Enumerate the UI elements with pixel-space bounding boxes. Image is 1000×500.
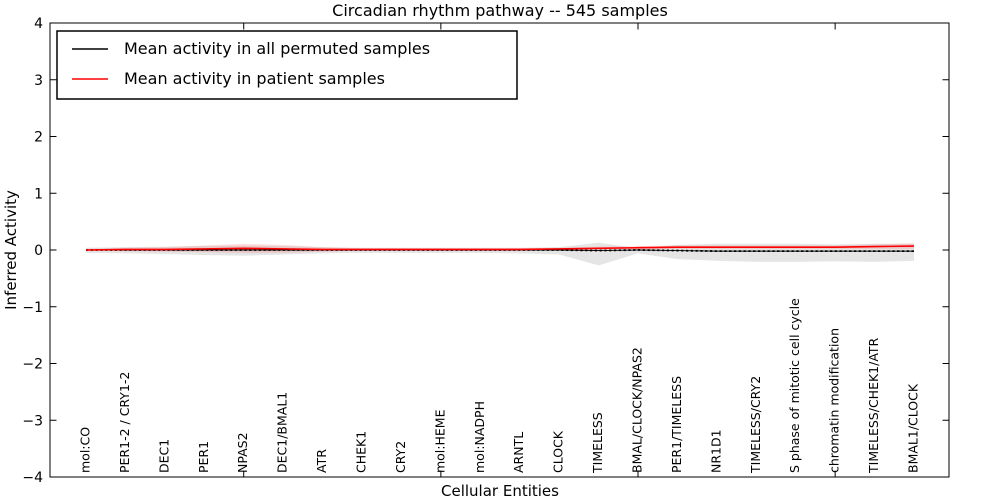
legend: Mean activity in all permuted samples Me…: [56, 30, 518, 100]
x-category-label: NR1D1: [708, 429, 723, 473]
x-category-label: PER1/TIMELESS: [669, 376, 684, 473]
x-category-label: BMAL1/CLOCK: [906, 383, 921, 473]
legend-box: [56, 30, 518, 100]
x-category-label: DEC1/BMAL1: [275, 392, 290, 473]
x-category-label: chromatin modification: [827, 328, 842, 473]
y-tick-label: 1: [34, 186, 43, 202]
chart-title: Circadian rhythm pathway -- 545 samples: [332, 1, 668, 20]
x-category-label: TIMELESS: [590, 412, 605, 474]
y-tick-label: −3: [22, 413, 43, 429]
x-category-label: PER1: [196, 441, 211, 473]
legend-label-patient: Mean activity in patient samples: [124, 69, 385, 88]
y-tick-label: 3: [34, 73, 43, 89]
x-category-label: TIMELESS/CRY2: [748, 376, 763, 474]
x-category-label: ARNTL: [511, 432, 526, 473]
x-category-label: S phase of mitotic cell cycle: [787, 298, 802, 473]
x-category-label: NPAS2: [235, 432, 250, 473]
x-category-label: mol:CO: [78, 427, 93, 473]
y-tick-label: 2: [34, 130, 43, 146]
x-category-label: DEC1: [156, 439, 171, 473]
x-category-label: BMAL/CLOCK/NPAS2: [630, 347, 645, 473]
axis-ticks: [50, 22, 949, 478]
x-category-label: CRY2: [393, 441, 408, 473]
x-category-label: CHEK1: [354, 431, 369, 473]
x-category-label: CLOCK: [551, 430, 566, 473]
y-tick-label: −1: [22, 300, 43, 316]
y-tick-label: 4: [34, 16, 43, 32]
y-tick-label: −2: [22, 357, 43, 373]
x-category-label: mol:NADPH: [472, 401, 487, 473]
x-axis-label: Cellular Entities: [441, 482, 559, 500]
shaded-bands: [86, 242, 914, 266]
x-category-label: mol:HEME: [432, 409, 447, 473]
x-category-label: PER1-2 / CRY1-2: [117, 372, 132, 473]
series-lines: [85, 245, 915, 253]
x-category-label: TIMELESS/CHEK1/ATR: [866, 337, 881, 474]
x-category-label: ATR: [314, 449, 329, 473]
legend-label-permuted: Mean activity in all permuted samples: [124, 39, 430, 58]
y-tick-labels: −4 −3 −2 −1 0 1 2 3 4: [22, 16, 43, 486]
y-axis-label: Inferred Activity: [2, 190, 20, 310]
series-line-solid: [85, 245, 915, 251]
y-tick-label: −4: [22, 470, 43, 486]
x-category-labels: mol:CO PER1-2 / CRY1-2 DEC1 PER1 NPAS2 DEC1/B…: [78, 298, 921, 474]
y-tick-label: 0: [34, 243, 43, 259]
